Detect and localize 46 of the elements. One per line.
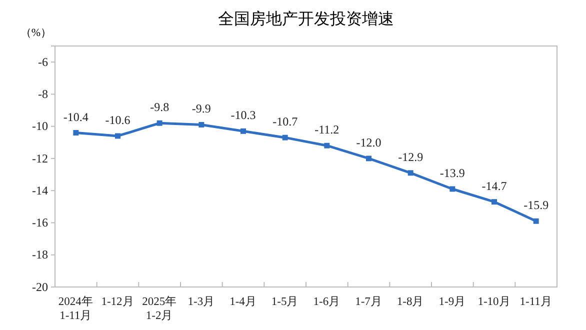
x-tick-label: 1-3月 — [188, 295, 216, 308]
chart-title: 全国房地产开发投资增速 — [218, 9, 394, 28]
data-label: -10.3 — [230, 108, 256, 122]
x-tick-label: 2025年 1-2月 — [142, 295, 178, 322]
data-label: -9.8 — [150, 100, 170, 114]
point — [115, 133, 120, 139]
x-tick-label: 2024年 1-11月 — [58, 295, 94, 322]
x-tick-label: 1-10月 — [478, 295, 511, 308]
y-tick-label: -6 — [38, 54, 48, 69]
data-label: -10.4 — [63, 110, 88, 124]
y-tick-label: -8 — [38, 87, 48, 102]
point — [282, 134, 288, 140]
x-tick-label: 1-8月 — [396, 295, 424, 308]
x-tick-label: 1-9月 — [438, 295, 466, 308]
data-label: -14.7 — [482, 178, 507, 193]
point — [156, 120, 162, 126]
y-axis-title: （%） — [20, 27, 52, 39]
data-label: -15.9 — [524, 198, 549, 212]
y-tick-label: -18 — [32, 248, 48, 262]
x-tick-label: 1-11月 — [520, 295, 552, 308]
data-label: -10.6 — [105, 112, 130, 127]
y-tick-label: -20 — [32, 280, 48, 294]
y-tick-label: -10 — [32, 119, 48, 134]
point — [450, 186, 456, 192]
data-label: -12.9 — [398, 150, 424, 164]
x-tick-label: 1-7月 — [355, 295, 382, 308]
y-tick-label: -16 — [32, 216, 48, 230]
point — [324, 142, 330, 148]
x-tick-label: 1-6月 — [313, 295, 341, 308]
data-label: -9.9 — [192, 102, 211, 116]
x-tick-label: 1-5月 — [271, 295, 299, 308]
data-label: -13.9 — [440, 166, 465, 180]
y-tick-label: -12 — [32, 151, 48, 166]
point — [198, 122, 204, 128]
data-label: -11.2 — [314, 122, 340, 137]
x-tick-label: 1-12月 — [101, 295, 134, 308]
point — [533, 218, 539, 224]
y-tick-label: -14 — [32, 183, 48, 198]
point — [240, 128, 246, 134]
point — [408, 170, 414, 176]
point — [492, 199, 497, 205]
data-label: -12.0 — [356, 135, 382, 150]
point — [73, 130, 79, 136]
point — [366, 156, 372, 162]
data-label: -10.7 — [272, 114, 298, 129]
x-tick-label: 1-4月 — [230, 295, 257, 308]
